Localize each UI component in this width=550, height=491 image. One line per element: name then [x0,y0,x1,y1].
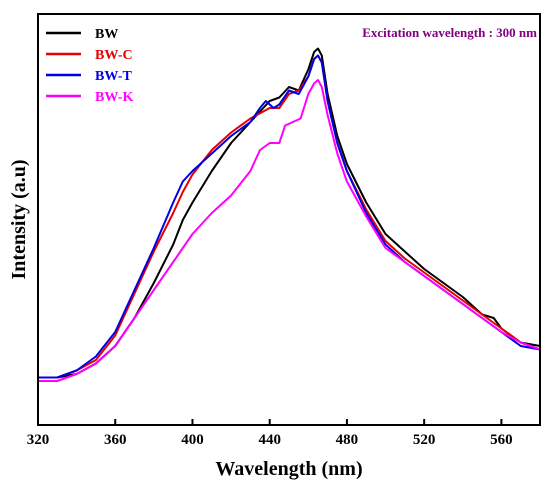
legend: BW BW-C BW-T BW-K [46,27,133,105]
x-tick-label: 320 [27,432,50,448]
x-tick-label: 480 [336,432,359,448]
x-tick-label: 400 [181,432,204,448]
x-axis-ticks: 320 360 400 440 480 520 560 [27,419,513,448]
legend-label-bw-c: BW-C [95,48,133,63]
legend-label-bw-t: BW-T [95,69,132,84]
x-tick-label: 360 [104,432,127,448]
y-axis-title: Intensity (a.u) [8,159,30,279]
series-lines [38,47,541,382]
x-axis-title: Wavelength (nm) [215,458,362,480]
x-tick-label: 440 [258,432,281,448]
series-line-bw [38,47,541,379]
x-tick-label: 520 [413,432,436,448]
series-line-bw-k [38,79,541,382]
plot-frame [37,13,541,426]
legend-label-bw-k: BW-K [95,90,133,105]
legend-label-bw: BW [95,27,118,42]
x-tick-label: 560 [490,432,513,448]
excitation-annotation: Excitation wavelength : 300 nm [362,25,537,40]
